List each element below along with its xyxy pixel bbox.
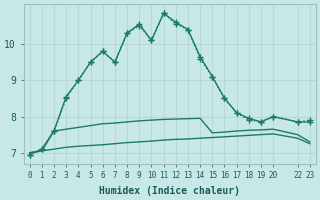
X-axis label: Humidex (Indice chaleur): Humidex (Indice chaleur) [99,186,240,196]
